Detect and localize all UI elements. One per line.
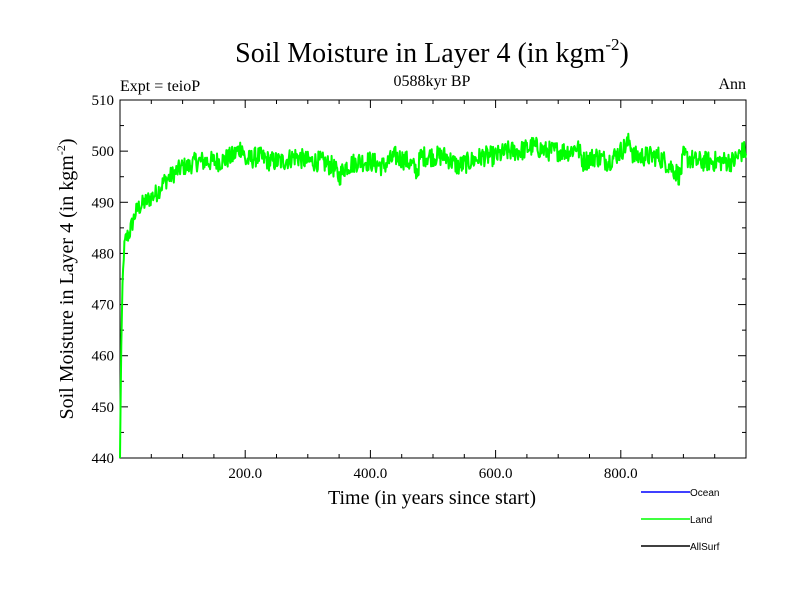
x-axis: 200.0 400.0 600.0 800.0 bbox=[150, 100, 716, 482]
legend-label-ocean: Ocean bbox=[690, 488, 719, 499]
y-tick-label: 450 bbox=[92, 400, 115, 416]
y-tick-label: 460 bbox=[92, 349, 115, 365]
series-layer bbox=[119, 132, 747, 459]
x-tick-label: 200.0 bbox=[228, 466, 262, 482]
series-line-land bbox=[119, 132, 747, 459]
y-axis: 440 450 460 470 480 490 500 510 bbox=[92, 93, 746, 467]
chart-title-main: Soil Moisture in Layer 4 (in kgm bbox=[235, 38, 605, 69]
y-tick-label: 490 bbox=[92, 195, 115, 211]
legend: Ocean Land AllSurf bbox=[641, 488, 720, 553]
season-label: Ann bbox=[718, 76, 746, 93]
y-axis-label: Soil Moisture in Layer 4 (in kgm-2) bbox=[54, 138, 78, 419]
legend-label-allsurf: AllSurf bbox=[690, 542, 720, 553]
y-tick-label: 480 bbox=[92, 246, 115, 262]
chart-title-superscript: -2 bbox=[605, 35, 619, 54]
legend-label-land: Land bbox=[690, 515, 712, 526]
x-axis-label: Time (in years since start) bbox=[328, 487, 536, 509]
y-tick-label: 510 bbox=[92, 93, 115, 109]
y-axis-label-superscript: -2 bbox=[54, 145, 68, 155]
x-tick-label: 600.0 bbox=[479, 466, 513, 482]
chart-title: Soil Moisture in Layer 4 (in kgm-2) bbox=[235, 35, 629, 69]
period-label: 0588kyr BP bbox=[394, 73, 471, 90]
y-axis-label-close: ) bbox=[56, 138, 78, 145]
chart-title-close: ) bbox=[620, 38, 629, 69]
x-tick-label: 400.0 bbox=[354, 466, 388, 482]
y-tick-label: 440 bbox=[92, 451, 115, 467]
experiment-label: Expt = teioP bbox=[120, 78, 200, 95]
y-axis-label-main: Soil Moisture in Layer 4 (in kgm bbox=[56, 155, 78, 420]
y-tick-label: 470 bbox=[92, 298, 115, 314]
x-tick-label: 800.0 bbox=[604, 466, 638, 482]
y-tick-label: 500 bbox=[92, 144, 115, 160]
